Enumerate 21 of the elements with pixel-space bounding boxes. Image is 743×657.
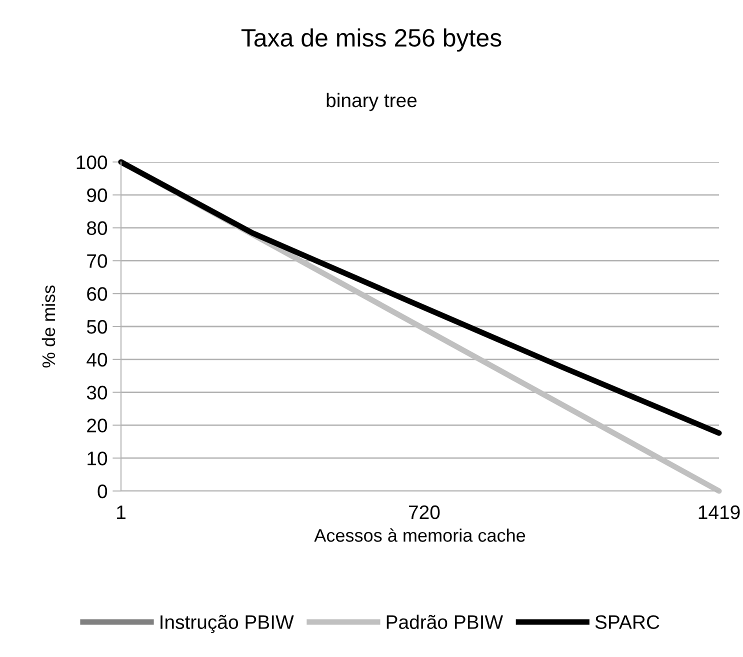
x-axis-title: Acessos à memoria cache	[314, 528, 526, 542]
y-tick-label: 0	[98, 484, 108, 498]
y-tick-label: 30	[86, 386, 108, 400]
x-tick-label: 1	[117, 506, 126, 519]
y-tick-label: 60	[87, 287, 108, 301]
y-tick-label: 10	[88, 452, 108, 466]
y-tick-label: 100	[76, 155, 108, 170]
chart-subtitle: binary tree	[326, 92, 417, 112]
legend-label: SPARC	[595, 615, 660, 629]
y-tick-label: 80	[87, 221, 108, 236]
legend-label: Instrução PBIW	[160, 614, 294, 633]
y-tick-label: 70	[87, 254, 108, 268]
y-tick-label: 40	[86, 352, 108, 367]
x-tick-label: 720	[408, 505, 440, 520]
x-tick-label: 1419	[698, 505, 740, 520]
y-tick-label: 50	[86, 320, 108, 334]
chart-title: Taxa de miss 256 bytes	[241, 28, 502, 52]
y-tick-label: 20	[87, 418, 108, 432]
legend-label: Padrão PBIW	[386, 614, 504, 629]
y-tick-label: 90	[87, 188, 108, 202]
y-axis-title: % de miss	[42, 286, 56, 368]
